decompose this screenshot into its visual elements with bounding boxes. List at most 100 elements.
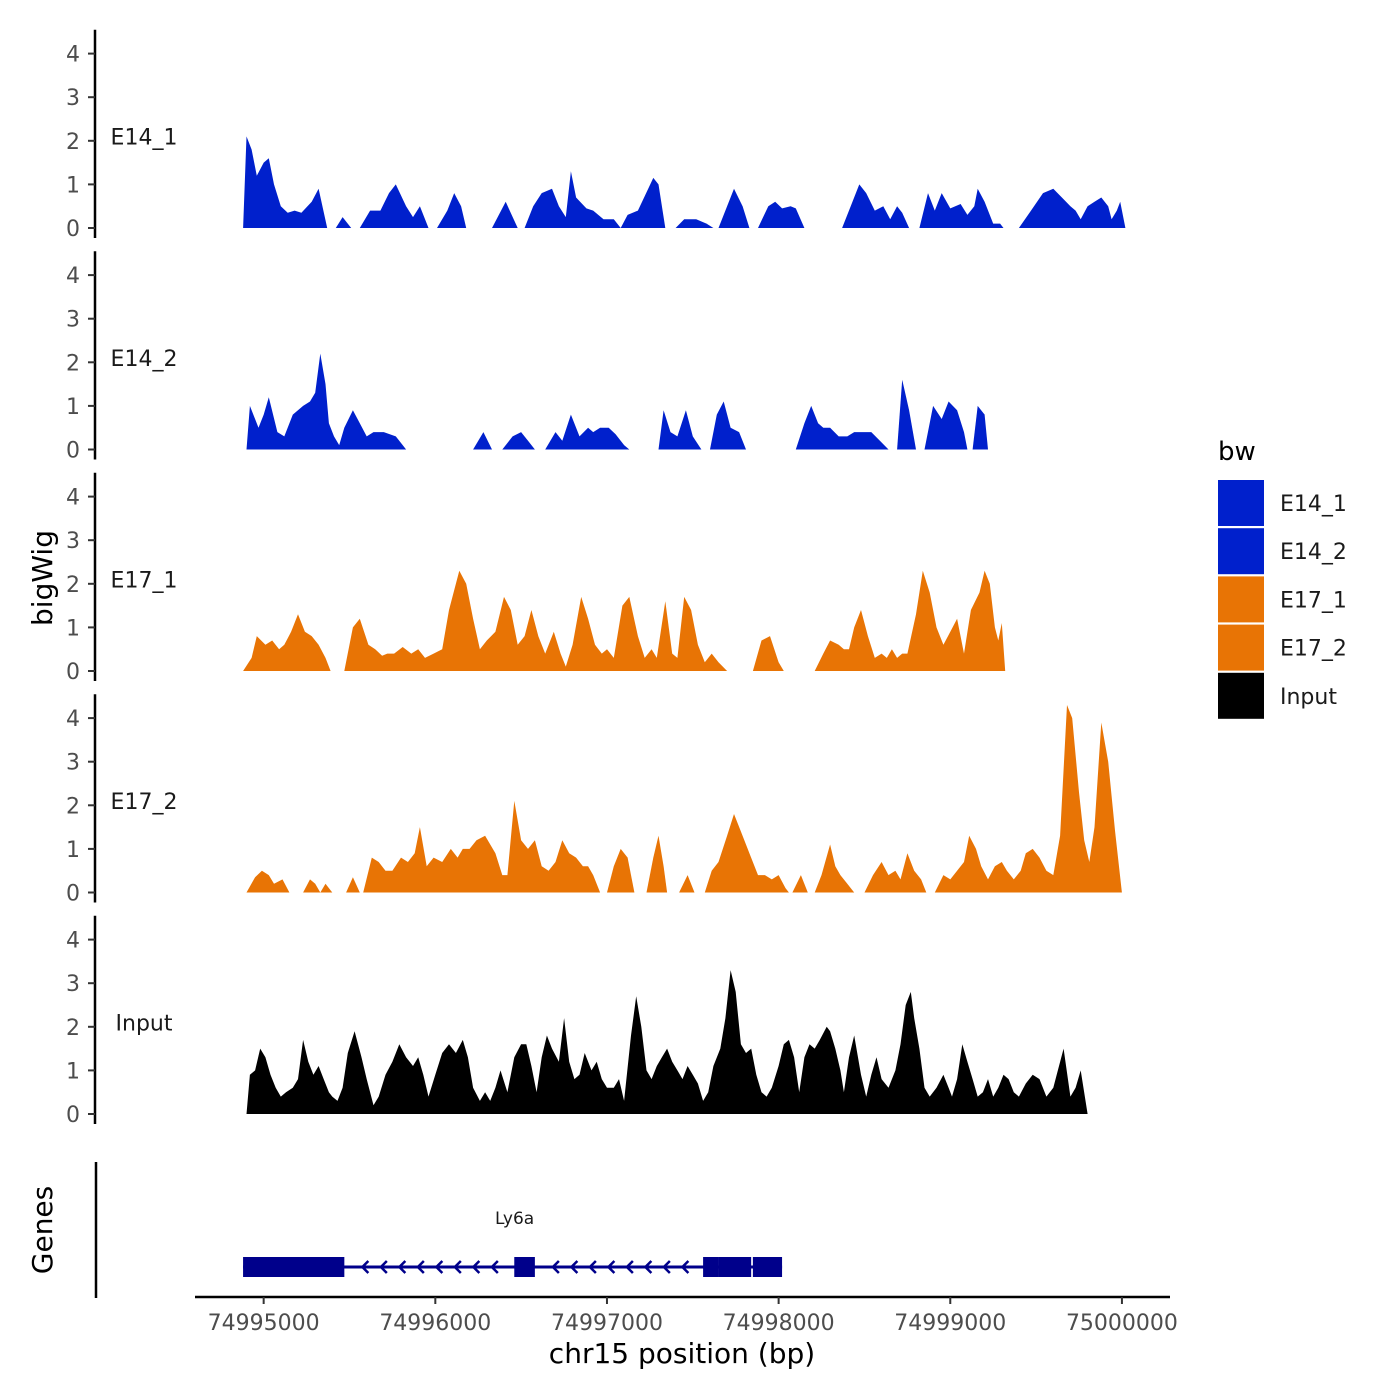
legend-label: E17_1: [1280, 588, 1347, 613]
y-tick-label: 4: [66, 929, 80, 954]
track-panel-input: 0 1 2 3 4 Input: [66, 915, 1088, 1128]
strand-arrow: [551, 1260, 560, 1274]
coverage-area-e14-2: [897, 379, 916, 450]
coverage-area-e17-2: [607, 848, 635, 893]
x-axis: 74995000 74996000 74997000 74998000 74999000…: [195, 1295, 1178, 1336]
legend-swatch-e17-2: [1218, 624, 1264, 671]
x-tick-label: 74996000: [379, 1311, 491, 1336]
y-tick-label: 4: [66, 43, 80, 68]
coverage-area-e17-2: [864, 853, 927, 893]
coverage-area-e14-1: [718, 188, 750, 228]
coverage-area-e17-2: [814, 844, 855, 893]
coverage-area-e14-2: [924, 401, 968, 450]
strand-arrow: [680, 1260, 690, 1274]
track-label: E17_2: [111, 790, 178, 815]
strand-arrow: [606, 1260, 616, 1274]
legend-label: E14_2: [1280, 540, 1347, 565]
coverage-area-e14-1: [437, 193, 467, 228]
coverage-area-e17-2: [934, 705, 1122, 893]
gene-exon: [243, 1257, 345, 1277]
legend-swatch-e17-1: [1218, 576, 1264, 623]
legend-swatch-e14-2: [1218, 528, 1264, 575]
legend-label: Input: [1280, 685, 1337, 710]
legend-label: E14_1: [1280, 492, 1347, 517]
coverage-area-e17-2: [646, 835, 668, 893]
coverage-area-e14-2: [658, 410, 702, 450]
track-panel-e17-1: 0 1 2 3 4 E17_1: [66, 472, 1006, 685]
strand-arrow: [490, 1260, 499, 1274]
y-tick-label: 2: [66, 573, 80, 598]
coverage-area-e14-2: [246, 353, 407, 450]
x-tick-label: 74999000: [894, 1311, 1006, 1336]
strand-arrow: [453, 1260, 462, 1274]
y-tick-label: 3: [66, 529, 80, 554]
y-tick-label: 2: [66, 1016, 80, 1041]
coverage-area-e14-1: [675, 219, 714, 228]
y-tick-label: 4: [66, 707, 80, 732]
coverage-area-e14-1: [359, 184, 429, 228]
y-tick-label: 0: [66, 1103, 80, 1128]
coverage-area-e14-2: [710, 401, 746, 450]
gene-exon: [718, 1257, 752, 1277]
x-tick-label: 74998000: [723, 1311, 835, 1336]
x-axis-title: chr15 position (bp): [549, 1337, 815, 1370]
y-tick-label: 0: [66, 217, 80, 242]
strand-arrow: [434, 1260, 444, 1274]
track-label: E14_1: [111, 125, 178, 150]
coverage-area-e17-1: [814, 570, 1006, 671]
legend-title: bw: [1218, 437, 1256, 467]
y-tick-label: 1: [66, 395, 80, 420]
coverage-area-e14-2: [502, 432, 535, 450]
strand-arrow: [643, 1260, 653, 1274]
genes-panel-title: Genes: [26, 1186, 59, 1274]
coverage-area-e17-1: [344, 570, 728, 671]
coverage-area-e17-2: [363, 800, 601, 893]
coverage-area-e14-1: [842, 184, 910, 228]
coverage-area-e17-2: [346, 877, 360, 893]
track-panel-e14-2: 0 1 2 3 4 E14_2: [66, 251, 988, 464]
strand-arrow: [625, 1260, 634, 1274]
y-tick-label: 1: [66, 838, 80, 863]
y-tick-label: 0: [66, 439, 80, 464]
coverage-area-e17-1: [243, 614, 331, 671]
coverage-area-e14-2: [972, 405, 988, 450]
legend-swatch-input: [1218, 672, 1264, 719]
track-panel-e17-2: 0 1 2 3 4 E17_2: [66, 694, 1122, 907]
coverage-area-e14-1: [1018, 188, 1126, 228]
coverage-area-e17-1: [752, 636, 784, 671]
strand-arrow: [471, 1260, 481, 1274]
y-tick-label: 1: [66, 616, 80, 641]
y-tick-label: 3: [66, 308, 80, 333]
coverage-area-e14-1: [492, 201, 518, 228]
legend: bw E14_1 E14_2 E17_1 E17_2 Input: [1218, 437, 1347, 719]
gene-exon: [514, 1257, 535, 1277]
coverage-area-input: [246, 970, 1088, 1114]
y-tick-label: 3: [66, 972, 80, 997]
coverage-area-e14-1: [758, 201, 805, 228]
coverage-area-e14-1: [243, 136, 328, 228]
coverage-area-e14-1: [524, 171, 666, 228]
strand-arrow: [588, 1260, 597, 1274]
coverage-area-e14-2: [473, 432, 492, 450]
y-tick-label: 2: [66, 351, 80, 376]
x-tick-label: 75000000: [1066, 1311, 1178, 1336]
y-tick-label: 2: [66, 794, 80, 819]
genes-panel: Genes Ly6a: [26, 1162, 783, 1298]
strand-arrow: [397, 1260, 407, 1274]
y-axis-title: bigWig: [26, 530, 59, 626]
y-tick-label: 1: [66, 1059, 80, 1084]
legend-label: E17_2: [1280, 637, 1347, 662]
y-tick-label: 4: [66, 486, 80, 511]
legend-swatch-e14-1: [1218, 480, 1264, 526]
coverage-area-e17-2: [704, 814, 789, 893]
coverage-area-e17-2: [303, 879, 321, 893]
y-tick-label: 1: [66, 173, 80, 198]
strand-arrow: [360, 1260, 370, 1274]
y-tick-label: 0: [66, 660, 80, 685]
coverage-area-e14-1: [919, 188, 1004, 228]
gene-name-label: Ly6a: [495, 1209, 534, 1229]
track-label: E17_1: [111, 568, 178, 593]
strand-arrow: [569, 1260, 579, 1274]
track-panel-e14-1: 0 1 2 3 4 E14_1: [66, 29, 1126, 242]
x-tick-label: 74995000: [208, 1311, 320, 1336]
